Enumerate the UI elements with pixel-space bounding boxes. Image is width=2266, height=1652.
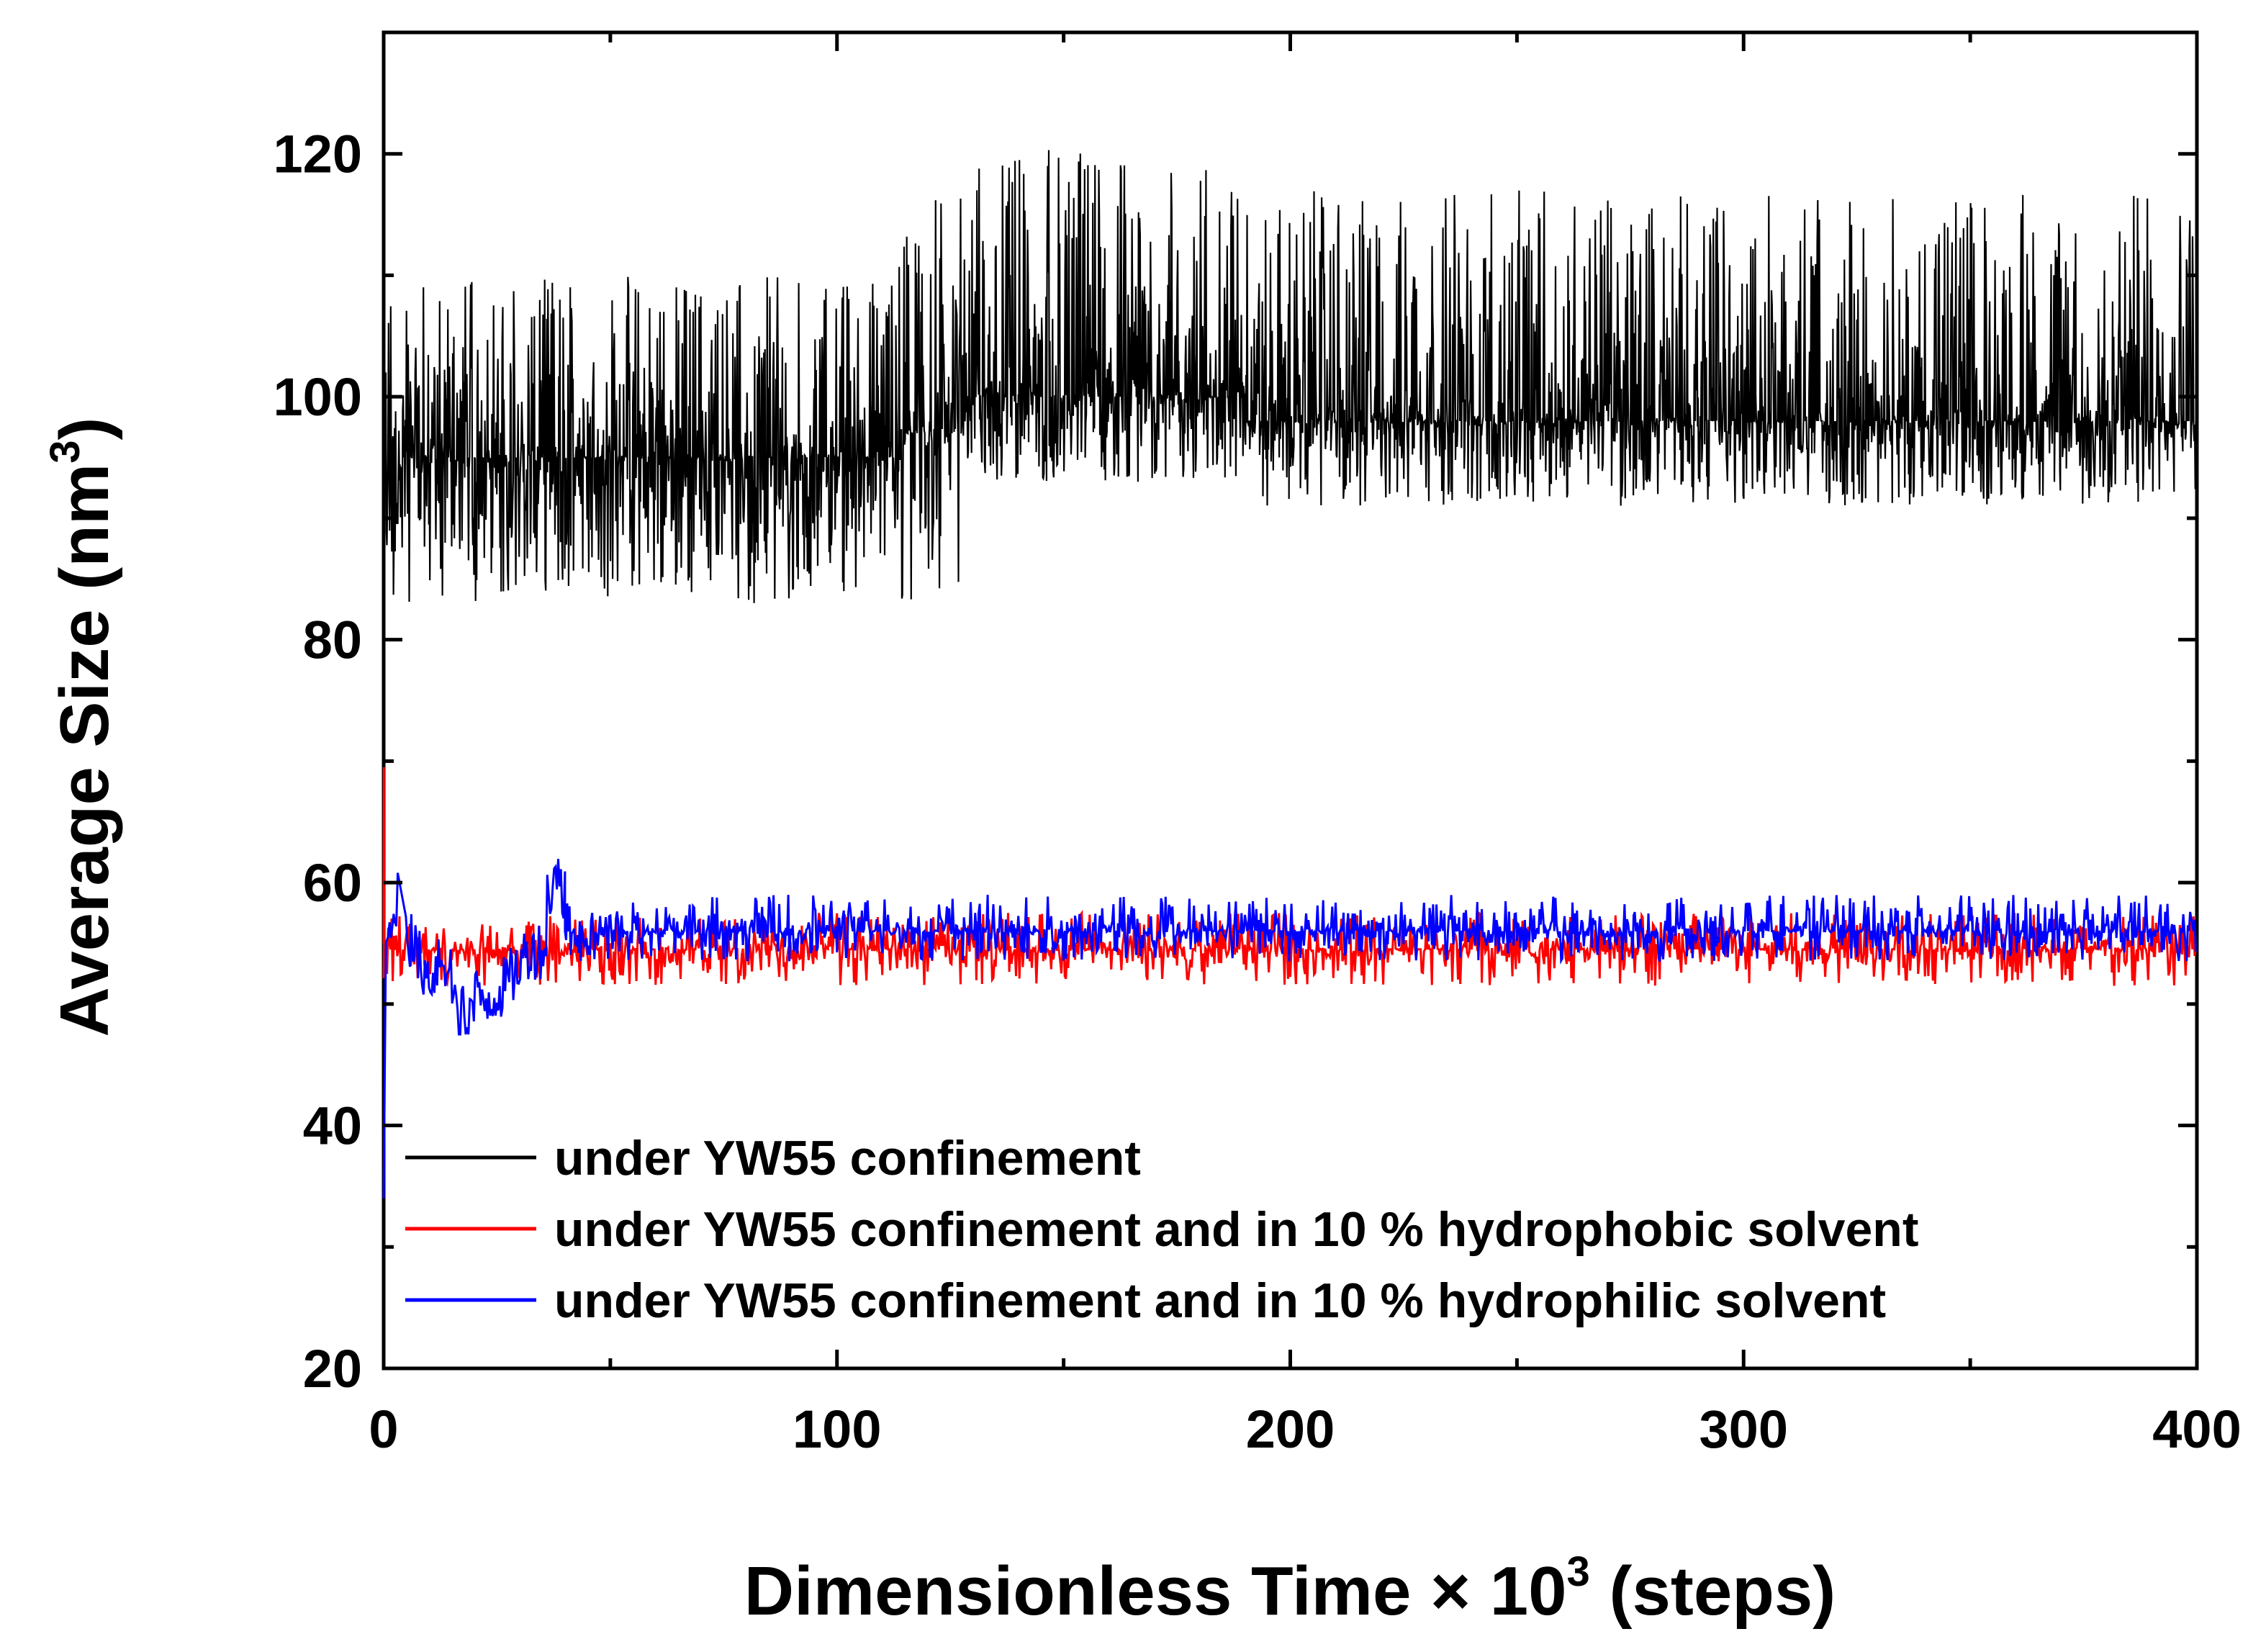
y-axis-title-superscript: 3: [42, 440, 89, 463]
x-tick-label: 200: [1246, 1399, 1335, 1459]
x-tick-label: 100: [793, 1399, 881, 1459]
x-axis-title-suffix: (steps): [1590, 1553, 1836, 1630]
axis-ticks: 0 100 200 300 400 20 40 60 80 100 120: [274, 30, 2242, 1459]
x-axis-title-main: Dimensionless Time × 10: [744, 1553, 1567, 1630]
y-tick-label: 80: [303, 610, 362, 670]
legend: under YW55 confinement under YW55 confine…: [405, 1131, 1918, 1328]
x-tick-label: 300: [1700, 1399, 1788, 1459]
y-tick-label: 20: [303, 1339, 362, 1399]
legend-label: under YW55 confinement and in 10 % hydro…: [554, 1273, 1886, 1328]
x-tick-label: 0: [369, 1399, 398, 1459]
x-tick-label: 400: [2152, 1399, 2241, 1459]
series-line-blue: [382, 859, 2197, 1199]
x-axis-title-superscript: 3: [1567, 1548, 1590, 1595]
legend-label: under YW55 confinement: [554, 1131, 1141, 1186]
y-tick-label: 100: [274, 367, 362, 427]
legend-label: under YW55 confinement and in 10 % hydro…: [554, 1202, 1918, 1257]
series-line-red: [382, 767, 2197, 987]
series-line-black: [382, 150, 2198, 603]
y-tick-label: 120: [274, 125, 362, 184]
y-axis-title: Average Size (nm3): [42, 417, 123, 1037]
y-axis-title-suffix: ): [46, 417, 123, 441]
y-tick-label: 60: [303, 853, 362, 913]
y-axis-title-main: Average Size (nm: [46, 464, 123, 1037]
series-layer: [382, 150, 2198, 1199]
y-tick-label: 40: [303, 1096, 362, 1156]
x-axis-title: Dimensionless Time × 103 (steps): [744, 1548, 1836, 1630]
